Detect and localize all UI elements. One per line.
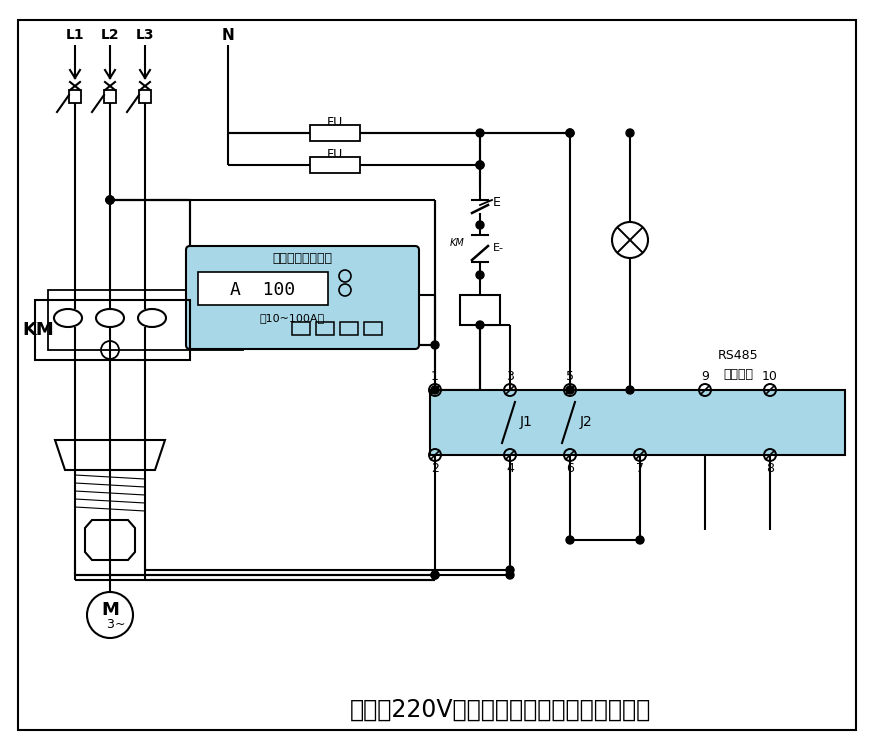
Text: FU: FU xyxy=(327,148,343,162)
Text: RS485
通讯接口: RS485 通讯接口 xyxy=(718,349,759,381)
Bar xyxy=(364,322,382,335)
Circle shape xyxy=(476,321,484,329)
Text: 4: 4 xyxy=(506,462,514,476)
Bar xyxy=(310,157,360,173)
Circle shape xyxy=(566,386,574,394)
Text: J1: J1 xyxy=(520,415,533,429)
Bar xyxy=(198,272,328,305)
Text: 3: 3 xyxy=(106,617,114,631)
Circle shape xyxy=(506,571,514,579)
Text: 6: 6 xyxy=(566,462,574,476)
Circle shape xyxy=(476,129,484,137)
Circle shape xyxy=(106,196,114,204)
Text: A  100: A 100 xyxy=(231,281,295,299)
Text: 2: 2 xyxy=(431,462,439,476)
Circle shape xyxy=(476,221,484,229)
Text: L1: L1 xyxy=(66,28,84,42)
Bar xyxy=(310,125,360,141)
Text: KM: KM xyxy=(468,303,492,317)
Text: ~: ~ xyxy=(114,617,125,631)
Text: 电动机智能监控器: 电动机智能监控器 xyxy=(273,252,332,264)
Text: 9: 9 xyxy=(701,369,709,383)
Text: 8: 8 xyxy=(766,462,774,476)
Text: 7: 7 xyxy=(636,462,644,476)
Bar xyxy=(69,90,81,103)
Circle shape xyxy=(106,196,114,204)
Text: E-: E- xyxy=(493,243,504,253)
Circle shape xyxy=(506,566,514,574)
Bar xyxy=(292,322,310,335)
Bar xyxy=(139,90,151,103)
Bar xyxy=(460,295,500,325)
Circle shape xyxy=(106,196,114,204)
Circle shape xyxy=(476,161,484,169)
Circle shape xyxy=(431,341,439,349)
Circle shape xyxy=(431,571,439,579)
Text: FU: FU xyxy=(327,115,343,129)
Text: KM: KM xyxy=(449,238,464,248)
Text: E: E xyxy=(493,195,501,208)
Text: J2: J2 xyxy=(580,415,593,429)
Text: L2: L2 xyxy=(101,28,120,42)
Text: L3: L3 xyxy=(135,28,154,42)
Circle shape xyxy=(566,129,574,137)
Circle shape xyxy=(636,536,644,544)
Circle shape xyxy=(566,536,574,544)
Circle shape xyxy=(431,386,439,394)
Bar xyxy=(430,390,845,455)
Circle shape xyxy=(476,161,484,169)
Bar xyxy=(48,290,243,350)
Text: 10: 10 xyxy=(762,369,778,383)
Bar xyxy=(104,90,116,103)
Bar xyxy=(340,322,358,335)
Text: M: M xyxy=(101,601,119,619)
Circle shape xyxy=(626,129,634,137)
Circle shape xyxy=(566,129,574,137)
FancyBboxPatch shape xyxy=(186,246,419,349)
Circle shape xyxy=(476,271,484,279)
Bar xyxy=(316,322,334,335)
Text: （10~100A）: （10~100A） xyxy=(260,313,325,323)
Text: 1: 1 xyxy=(431,369,439,383)
Circle shape xyxy=(626,386,634,394)
Text: 3: 3 xyxy=(506,369,514,383)
Text: 5: 5 xyxy=(566,369,574,383)
Circle shape xyxy=(431,571,439,579)
Text: N: N xyxy=(222,28,234,43)
Bar xyxy=(35,300,190,360)
Text: KM: KM xyxy=(22,321,54,339)
Text: 分体（220V）带漏电保护、通讯接口接线图: 分体（220V）带漏电保护、通讯接口接线图 xyxy=(350,698,650,722)
